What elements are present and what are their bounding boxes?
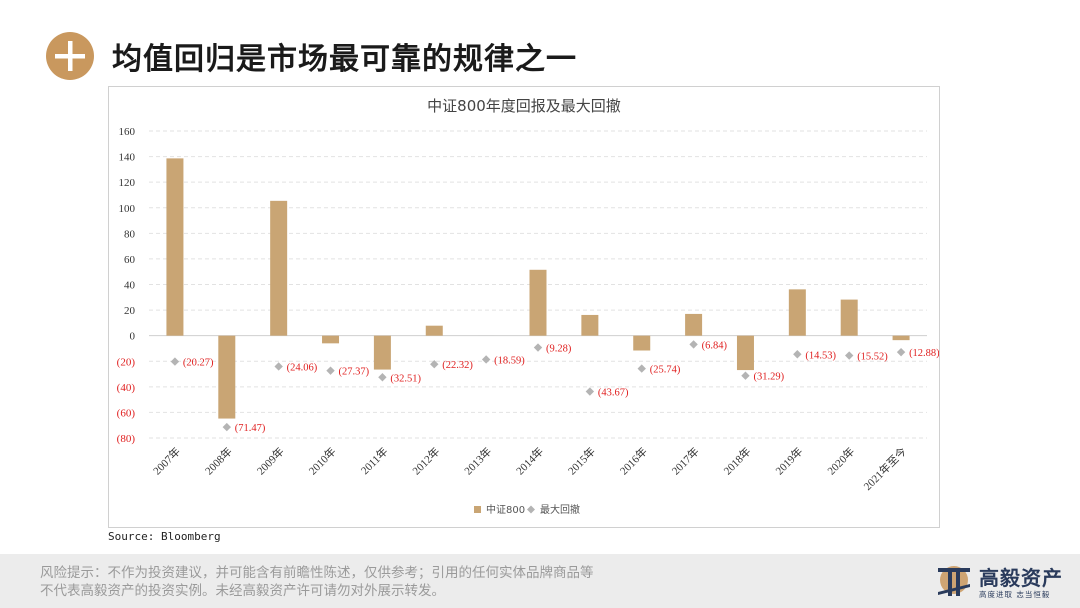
legend-swatch-diamond	[527, 505, 535, 514]
drawdown-point	[170, 357, 180, 366]
drawdown-label: (24.06)	[287, 362, 318, 373]
company-logo: 高毅资产 高度进取 志当恒毅	[935, 562, 1075, 602]
y-tick-label: 140	[119, 152, 136, 164]
bar	[166, 158, 184, 336]
bar	[840, 299, 858, 336]
y-tick-label: 120	[119, 177, 136, 189]
drawdown-point	[896, 347, 906, 357]
bar	[218, 335, 236, 419]
drawdown-point	[430, 360, 439, 369]
drawdown-point	[793, 350, 802, 359]
chart: 中证800年度回报及最大回撤 160 140 120 100 80 60 40 20 0 (20) (…	[117, 97, 939, 516]
y-tick-label: 60	[124, 254, 136, 266]
drawdown-point	[741, 371, 750, 380]
x-tick-label: 2017年	[668, 444, 701, 477]
drawdown-label: (14.53)	[805, 350, 836, 361]
x-tick-label: 2011年	[358, 444, 391, 477]
y-tick-label: (60)	[117, 407, 136, 419]
x-tick-label: 2018年	[720, 444, 753, 477]
drawdown-point	[222, 422, 231, 432]
bar	[322, 335, 340, 344]
legend-swatch-bar	[474, 506, 481, 513]
chart-container: 中证800年度回报及最大回撤 160 140 120 100 80 60 40 20 0 (20) (…	[108, 86, 940, 528]
bar	[529, 269, 547, 336]
bar	[736, 335, 754, 371]
y-tick-label: (20)	[117, 356, 136, 368]
drawdown-point	[585, 387, 595, 396]
bar	[581, 314, 599, 336]
x-tick-label: 2020年	[824, 444, 857, 477]
x-tick-label: 2021年至今	[860, 444, 909, 493]
bar	[373, 335, 391, 370]
x-tick-label: 2010年	[305, 444, 338, 477]
bar	[788, 289, 806, 336]
y-tick-label: 0	[130, 331, 136, 343]
drawdown-label: (6.84)	[702, 340, 728, 351]
drawdown-label: (12.88)	[909, 348, 939, 359]
x-tick-label: 2009年	[254, 444, 287, 477]
drawdown-label: (18.59)	[494, 355, 525, 366]
drawdown-label: (27.37)	[339, 367, 370, 378]
source-note: Source: Bloomberg	[108, 530, 221, 543]
logo-slogan: 高度进取 志当恒毅	[979, 590, 1051, 599]
drawdown-point	[326, 366, 335, 375]
drawdown-label: (43.67)	[598, 388, 629, 399]
drawdown-label: (71.47)	[235, 423, 266, 434]
legend-label: 中证800	[486, 503, 525, 516]
plus-icon	[46, 32, 94, 80]
x-tick-label: 2012年	[409, 444, 442, 477]
y-tick-label: 80	[124, 228, 136, 240]
bar	[270, 200, 288, 336]
drawdown-label: (31.29)	[753, 372, 784, 383]
drawdown-point	[481, 355, 491, 364]
drawdown-point	[533, 343, 543, 352]
logo-mark-icon	[938, 566, 970, 596]
bar	[425, 325, 443, 336]
x-tick-label: 2008年	[202, 444, 235, 477]
risk-disclaimer: 风险提示：不作为投资建议，并可能含有前瞻性陈述，仅供参考；引用的任何实体品牌商品…	[40, 565, 594, 599]
page-title: 均值回归是市场最可靠的规律之一	[112, 42, 577, 77]
drawdown-label: (9.28)	[546, 344, 572, 355]
drawdown-point	[637, 364, 646, 373]
drawdown-label: (25.74)	[650, 365, 681, 376]
drawdown-point	[845, 351, 854, 360]
x-tick-label: 2014年	[513, 444, 546, 477]
y-tick-label: 40	[124, 280, 136, 292]
chart-title: 中证800年度回报及最大回撤	[427, 97, 621, 115]
y-tick-label: (80)	[117, 433, 136, 445]
x-tick-label: 2019年	[772, 444, 805, 477]
y-tick-label: 100	[119, 203, 136, 215]
logo-name: 高毅资产	[979, 566, 1063, 590]
x-tick-label: 2007年	[150, 444, 183, 477]
bar	[685, 313, 703, 336]
x-tick-label: 2016年	[617, 444, 650, 477]
drawdown-point	[274, 362, 283, 371]
x-tick-label: 2013年	[461, 444, 494, 477]
legend-label: 最大回撤	[540, 503, 580, 516]
footer: 风险提示：不作为投资建议，并可能含有前瞻性陈述，仅供参考；引用的任何实体品牌商品…	[0, 554, 1080, 608]
bar	[633, 335, 651, 351]
y-tick-label: 20	[124, 305, 136, 317]
x-tick-label: 2015年	[565, 444, 598, 477]
y-tick-label: (40)	[117, 382, 136, 394]
drawdown-label: (32.51)	[390, 373, 421, 384]
drawdown-label: (20.27)	[183, 358, 214, 369]
y-tick-label: 160	[119, 126, 136, 138]
drawdown-label: (22.32)	[442, 360, 473, 371]
bar	[892, 335, 910, 341]
drawdown-label: (15.52)	[857, 352, 888, 363]
drawdown-point	[378, 373, 387, 382]
drawdown-point	[689, 340, 698, 349]
